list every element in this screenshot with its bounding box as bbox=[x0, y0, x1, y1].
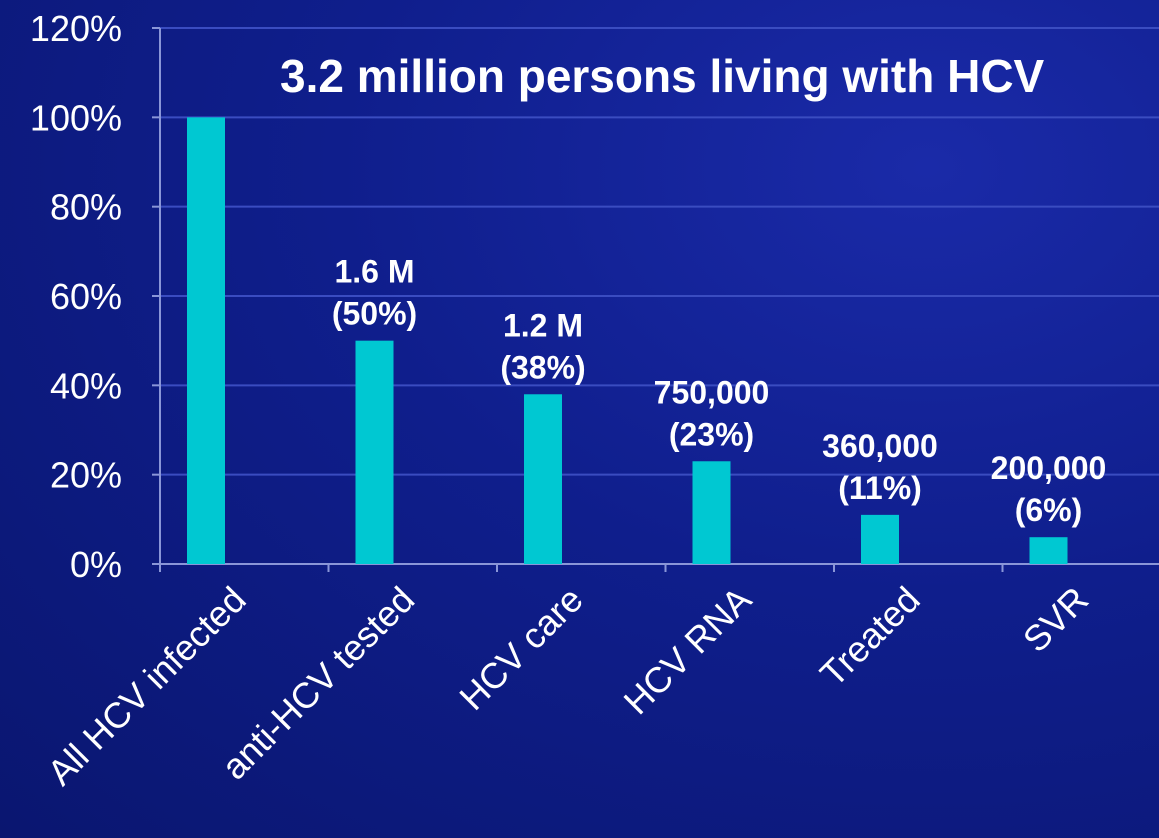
y-tick-label: 40% bbox=[50, 365, 122, 406]
data-label: 1.6 M bbox=[334, 254, 414, 290]
bar bbox=[692, 461, 731, 564]
data-label: 750,000 bbox=[654, 374, 770, 410]
data-label: (38%) bbox=[500, 349, 585, 385]
data-label: 1.2 M bbox=[503, 307, 583, 343]
x-category-label: HCV RNA bbox=[616, 579, 760, 723]
data-label: (50%) bbox=[332, 296, 417, 332]
data-label: (11%) bbox=[838, 470, 922, 506]
data-label: (23%) bbox=[669, 416, 754, 452]
y-tick-label: 80% bbox=[50, 187, 122, 228]
bar bbox=[524, 394, 562, 564]
y-tick-label: 60% bbox=[50, 276, 122, 317]
bar bbox=[1029, 537, 1068, 564]
y-tick-label: 0% bbox=[70, 544, 122, 585]
bar bbox=[355, 340, 394, 564]
bars bbox=[187, 117, 1068, 564]
x-category-label: HCV care bbox=[451, 579, 590, 718]
bar bbox=[861, 514, 899, 564]
axes bbox=[152, 27, 1159, 572]
data-label: (6%) bbox=[1015, 492, 1083, 528]
y-tick-labels: 0% 20% 40% 60% 80% 100% 120% bbox=[30, 8, 122, 585]
y-tick-label: 20% bbox=[50, 455, 122, 496]
chart-title: 3.2 million persons living with HCV bbox=[280, 50, 1045, 102]
y-tick-label: 100% bbox=[30, 97, 122, 138]
y-tick-label: 120% bbox=[30, 8, 122, 49]
x-category-label: SVR bbox=[1015, 579, 1096, 660]
bar bbox=[187, 117, 225, 564]
x-category-label: Treated bbox=[812, 579, 928, 695]
data-label: 200,000 bbox=[991, 450, 1107, 486]
gridlines bbox=[160, 27, 1159, 476]
data-labels: 1.6 M (50%) 1.2 M (38%) 750,000 (23%) 360,000 (… bbox=[332, 254, 1107, 529]
data-label: 360,000 bbox=[822, 428, 938, 464]
